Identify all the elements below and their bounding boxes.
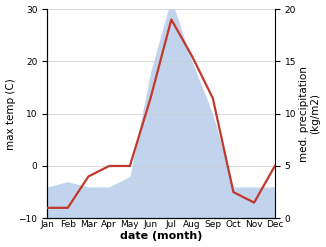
- Y-axis label: max temp (C): max temp (C): [6, 78, 16, 149]
- X-axis label: date (month): date (month): [120, 231, 202, 242]
- Y-axis label: med. precipitation
(kg/m2): med. precipitation (kg/m2): [299, 66, 320, 162]
